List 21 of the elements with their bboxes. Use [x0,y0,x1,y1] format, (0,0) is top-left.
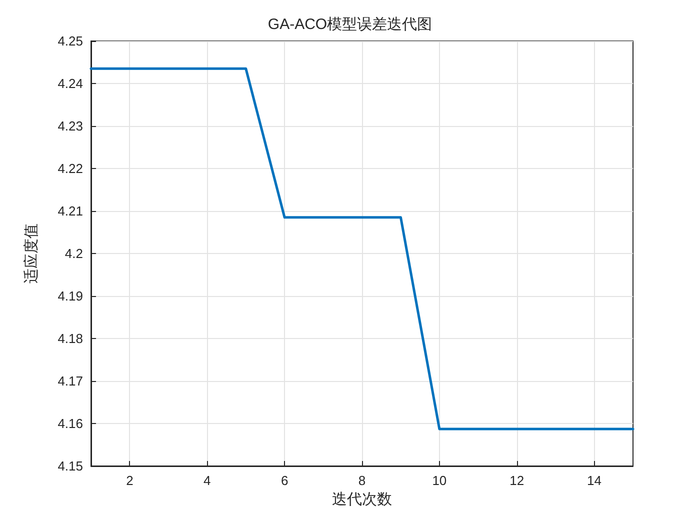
x-tick-label: 14 [587,473,602,488]
y-axis-title: 适应度值 [23,224,40,284]
y-tick-label: 4.2 [64,246,83,261]
chart-title: GA-ACO模型误差迭代图 [268,16,432,33]
x-tick-label: 4 [204,473,211,488]
y-tick-label: 4.23 [58,118,83,134]
y-tick-label: 4.19 [58,288,83,304]
x-tick-label: 2 [126,473,134,488]
x-tick-label: 6 [280,473,288,488]
y-tick-label: 4.25 [58,34,83,48]
y-tick-label: 4.21 [58,204,83,218]
y-tick-label: 4.18 [58,331,83,346]
y-tick-label: 4.15 [58,458,83,474]
x-tick-label: 8 [358,473,366,488]
x-tick-label: 12 [510,473,524,488]
y-tick-label: 4.22 [58,161,83,176]
y-tick-label: 4.24 [58,76,83,91]
y-tick-label: 4.16 [58,416,83,431]
y-tick-label: 4.17 [58,374,83,388]
x-axis-title: 迭代次数 [332,491,392,508]
x-tick-label: 10 [432,473,447,488]
